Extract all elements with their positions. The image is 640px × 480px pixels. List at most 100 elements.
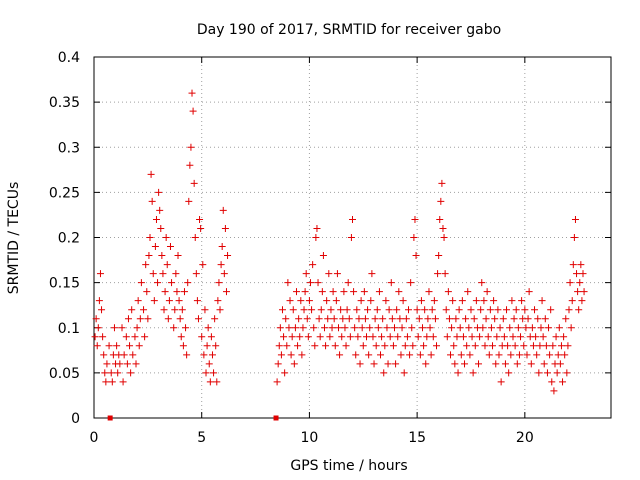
data-point — [113, 342, 121, 350]
data-point — [344, 279, 352, 287]
data-point — [466, 351, 474, 359]
data-point — [152, 215, 160, 223]
data-point — [200, 351, 208, 359]
data-point — [300, 306, 308, 314]
data-point — [298, 351, 306, 359]
data-point — [156, 206, 164, 214]
data-point — [469, 369, 477, 377]
data-point — [531, 306, 539, 314]
data-point — [334, 324, 342, 332]
data-point — [461, 360, 469, 368]
data-point — [528, 324, 536, 332]
data-point — [136, 315, 144, 323]
data-point — [448, 324, 456, 332]
data-point — [134, 297, 142, 305]
data-point — [422, 360, 430, 368]
data-point — [504, 342, 512, 350]
data-point — [283, 342, 291, 350]
data-point — [547, 306, 555, 314]
data-point — [325, 270, 333, 278]
data-point — [176, 315, 184, 323]
data-point — [99, 333, 107, 341]
data-point — [359, 342, 367, 350]
data-point — [127, 369, 135, 377]
data-point — [434, 270, 442, 278]
data-point — [100, 351, 108, 359]
data-point — [146, 234, 154, 241]
data-point — [570, 234, 578, 241]
data-point — [467, 306, 475, 314]
data-point — [470, 315, 478, 323]
data-point — [499, 315, 507, 323]
data-point — [549, 342, 557, 350]
data-point — [546, 351, 554, 359]
y-tick-label: 0.1 — [58, 321, 80, 337]
data-point — [431, 315, 439, 323]
data-point — [532, 333, 540, 341]
data-point — [193, 297, 201, 305]
data-point — [365, 351, 373, 359]
data-point — [578, 297, 586, 305]
y-tick-label: 0.25 — [49, 185, 80, 201]
data-point — [306, 279, 314, 287]
data-point — [370, 360, 378, 368]
data-point — [220, 270, 228, 278]
data-point — [108, 378, 116, 386]
data-point — [406, 351, 414, 359]
data-point — [308, 306, 316, 314]
data-point — [206, 378, 214, 386]
data-point — [212, 342, 220, 350]
data-point — [350, 288, 358, 296]
data-point — [489, 342, 497, 350]
data-point — [567, 324, 575, 332]
data-point — [149, 270, 157, 278]
data-point — [145, 252, 153, 260]
data-point — [491, 315, 499, 323]
data-point — [439, 224, 447, 232]
data-point — [210, 369, 218, 377]
data-point — [101, 369, 109, 377]
data-point — [128, 306, 136, 314]
data-point — [533, 351, 541, 359]
data-point — [174, 252, 182, 260]
data-point — [355, 315, 363, 323]
data-point — [222, 288, 230, 296]
data-point — [484, 333, 492, 341]
data-point — [144, 315, 152, 323]
data-point — [426, 324, 434, 332]
data-point — [529, 342, 537, 350]
data-point — [182, 324, 190, 332]
data-point — [336, 351, 344, 359]
data-point — [354, 333, 362, 341]
data-point — [351, 324, 359, 332]
data-point — [384, 360, 392, 368]
data-point — [525, 288, 533, 296]
data-point — [311, 342, 319, 350]
point-layer — [91, 89, 588, 421]
data-point — [442, 306, 450, 314]
data-point — [545, 324, 553, 332]
data-point — [296, 333, 304, 341]
data-point — [419, 324, 427, 332]
data-point — [107, 369, 115, 377]
data-point — [441, 270, 449, 278]
data-point — [338, 333, 346, 341]
data-point — [175, 297, 183, 305]
data-point — [135, 342, 143, 350]
data-point — [573, 270, 581, 278]
data-point — [147, 170, 155, 178]
data-point — [541, 315, 549, 323]
data-point — [562, 315, 570, 323]
data-point — [559, 378, 567, 386]
data-point — [217, 261, 225, 269]
data-point — [211, 315, 219, 323]
data-point — [374, 324, 382, 332]
data-point — [322, 342, 330, 350]
data-point — [284, 279, 292, 287]
data-point — [346, 333, 354, 341]
data-point — [313, 224, 321, 232]
data-point — [163, 261, 171, 269]
data-point — [553, 369, 561, 377]
data-point — [395, 288, 403, 296]
data-point — [161, 288, 169, 296]
